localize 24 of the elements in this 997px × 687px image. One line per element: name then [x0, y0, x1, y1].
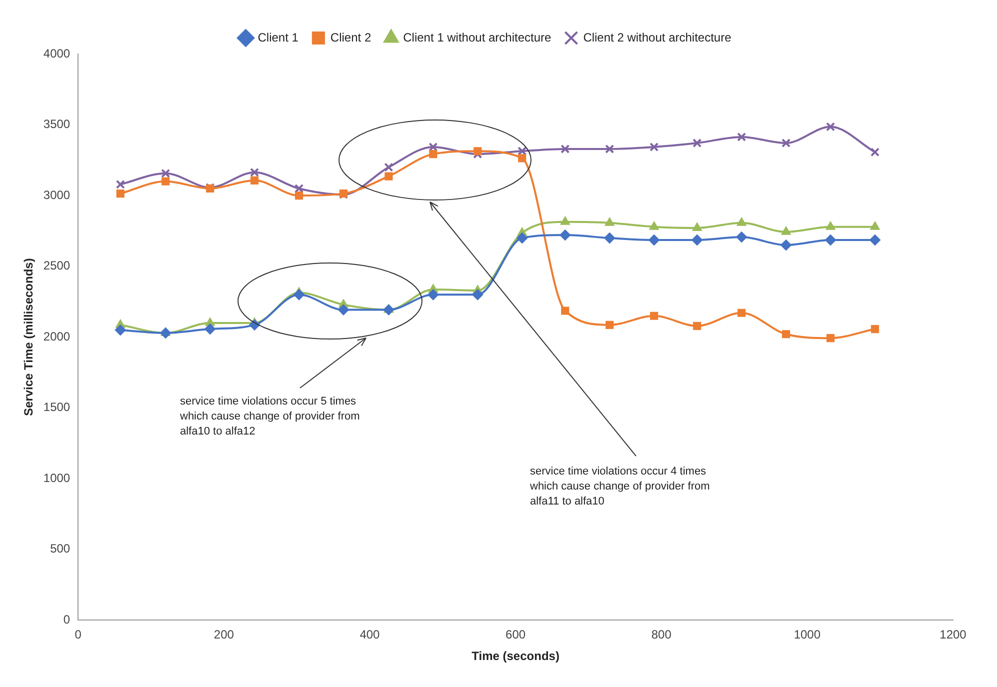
y-tick-label: 4000	[43, 46, 70, 60]
annotation: service time violations occur 5 times which cause change of provider from alfa10 to alfa12	[179, 396, 360, 438]
x-axis-title: Time (seconds)	[472, 649, 560, 664]
legend-label: Client 1	[258, 30, 299, 44]
legend-label: Client 2	[330, 30, 372, 44]
y-axis-title: Service Time (milliseconds)	[22, 258, 36, 416]
x-tick-label: 1200	[940, 628, 967, 642]
y-tick-label: 3000	[43, 188, 70, 202]
legend-label: Client 2 without architecture	[583, 30, 732, 44]
x-tick-label: 400	[360, 628, 380, 642]
y-tick-label: 2000	[43, 329, 70, 344]
x-tick-label: 0	[74, 628, 82, 642]
x-tick-label: 1000	[794, 628, 821, 642]
x-tick-label: 800	[651, 628, 672, 642]
y-tick-label: 1000	[43, 470, 70, 485]
annotation: service time violations occur 4 times which cause change of provider from alfa11 to alfa10	[529, 466, 710, 508]
legend-label: Client 1 without architecture	[403, 30, 552, 44]
y-tick-label: 0	[63, 612, 70, 627]
y-tick-label: 500	[50, 542, 70, 556]
x-tick-label: 200	[214, 628, 234, 642]
y-tick-label: 1500	[43, 400, 70, 414]
x-tick-label: 600	[506, 628, 526, 642]
y-tick-label: 3500	[43, 117, 70, 132]
y-tick-label: 2500	[43, 258, 70, 273]
